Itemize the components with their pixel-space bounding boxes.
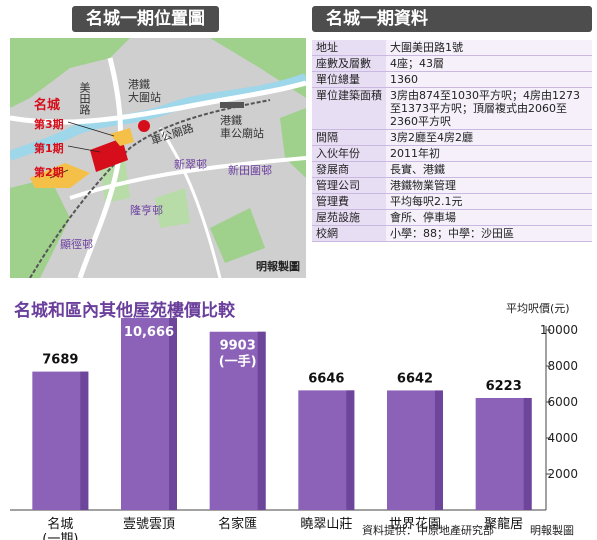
category-label: 聚龍居: [484, 516, 523, 532]
railway-line: [29, 99, 271, 278]
facts-row: 單位建築面積 3房由874至1030平方呎；4房由1273至1373平方呎；頂層複…: [312, 87, 592, 130]
chart-credit: 明報製圖: [530, 524, 574, 537]
facts-key: 發展商: [312, 161, 386, 178]
map-label-lung-hang: 隆亨邨: [130, 204, 163, 217]
bar-value-label: 7689: [42, 353, 78, 368]
bar-shade: [346, 390, 355, 510]
facts-value: 2011年初: [386, 145, 592, 162]
bar-shade: [80, 371, 89, 510]
map-label-meitian-road: 美田路: [78, 82, 91, 115]
facts-key: 入伙年份: [312, 145, 386, 162]
facts-table: 地址 大圍美田路1號 座數及層數 4座；43層 單位總量 1360 單位建築面積 3房由874…: [312, 40, 592, 242]
facts-key: 校網: [312, 225, 386, 242]
category-label: 名城: [47, 516, 73, 532]
facts-row: 間隔 3房2廳至4房2廳: [312, 129, 592, 146]
facts-row: 校網 小學：88；中學：沙田區: [312, 225, 592, 242]
facts-value: 大圍美田路1號: [386, 40, 592, 56]
facts-panel-title: 名城一期資料: [312, 6, 592, 32]
facts-row: 座數及層數 4座；43層: [312, 55, 592, 72]
source-note: 資料提供：中原地產研究部: [362, 524, 494, 537]
facts-row: 發展商 長實、港鐵: [312, 161, 592, 178]
bar-shade: [169, 318, 177, 510]
facts-value: 長實、港鐵: [386, 161, 592, 178]
bar: [475, 397, 532, 510]
y-tick-label: 4000: [547, 431, 578, 445]
map-label-sun-tin-wai: 新田圍邨: [228, 164, 272, 177]
facts-key: 座數及層數: [312, 55, 386, 72]
map-panel-title: 名城一期位置圖: [72, 6, 219, 32]
category-label: 世界花園: [389, 516, 441, 532]
facts-value: 港鐵物業管理: [386, 177, 592, 194]
map-graphic: [10, 38, 306, 278]
bar-shade: [523, 397, 532, 510]
map-label-sun-chui: 新翠邨: [174, 158, 207, 171]
bar-shade: [435, 390, 443, 510]
map-label-tai-wai-station: 港鐵 大圍站: [128, 78, 161, 104]
map-label-phase2: 第2期: [34, 166, 64, 179]
y-tick-label: 8000: [547, 359, 578, 373]
bar-value-label: (一手): [219, 354, 257, 370]
facts-key: 間隔: [312, 129, 386, 146]
y-tick-label: 6000: [547, 395, 578, 409]
facts-value: 平均每呎2.1元: [386, 193, 592, 210]
y-tick-label: 10000: [540, 323, 578, 337]
bar: [209, 331, 266, 510]
facts-row: 屋苑設施 會所、停車場: [312, 209, 592, 226]
facts-value: 4座；43層: [386, 55, 592, 72]
category-label: 曉翠山莊: [300, 517, 352, 532]
map-label-hin-keng: 顯徑邨: [60, 238, 93, 251]
facts-key: 管理費: [312, 193, 386, 210]
category-label: 壹號雲頂: [123, 517, 175, 532]
facts-key: 屋苑設施: [312, 209, 386, 226]
bar: [387, 390, 443, 510]
facts-value: 3房由874至1030平方呎；4房由1273至1373平方呎；頂層複式由2060…: [386, 87, 592, 130]
bar-value-label: 6223: [486, 379, 522, 394]
location-map: 美田路 港鐵 大圍站 車公廟路 港鐵 車公廟站 名城 第3期 第1期 第2期 新…: [10, 38, 306, 278]
bar-shade: [257, 331, 266, 510]
bar: [121, 318, 177, 510]
facts-key: 管理公司: [312, 177, 386, 194]
map-credit: 明報製圖: [256, 260, 300, 273]
facts-row: 單位總量 1360: [312, 71, 592, 88]
facts-value: 3房2廳至4房2廳: [386, 129, 592, 146]
hill-area: [10, 38, 130, 108]
phase2-site: [30, 163, 90, 188]
facts-value: 會所、停車場: [386, 209, 592, 226]
price-bar-chart: 2000 4000 6000 8000 10000 7689 名城(一期) 10,666 壹號雲…: [10, 318, 578, 540]
facts-key: 單位建築面積: [312, 87, 386, 130]
map-label-mingcheng: 名城: [34, 98, 61, 113]
bar-value-label: 6642: [397, 371, 433, 386]
bar-value-label: 9903: [220, 339, 256, 354]
bar: [298, 390, 355, 510]
bar-value-label: 6646: [308, 371, 344, 386]
phase3-site: [110, 128, 134, 146]
facts-key: 地址: [312, 40, 386, 56]
bar: [32, 371, 89, 510]
category-label: 名家匯: [218, 516, 257, 532]
map-label-che-kung-station: 港鐵 車公廟站: [220, 114, 264, 140]
phase1-site: [90, 138, 128, 172]
facts-row: 地址 大圍美田路1號: [312, 40, 592, 56]
facts-value: 1360: [386, 71, 592, 88]
facts-key: 單位總量: [312, 71, 386, 88]
facts-row: 入伙年份 2011年初: [312, 145, 592, 162]
facts-row: 管理公司 港鐵物業管理: [312, 177, 592, 194]
category-label: (一期): [42, 532, 78, 540]
facts-value: 小學：88；中學：沙田區: [386, 225, 592, 242]
y-tick-label: 2000: [547, 467, 578, 481]
station-marker-che-kung-temple: [220, 102, 244, 108]
bar-value-label: 10,666: [124, 325, 174, 340]
map-label-phase3: 第3期: [34, 118, 64, 131]
map-label-phase1: 第1期: [34, 142, 64, 155]
y-axis-label: 平均呎價(元): [506, 302, 570, 315]
chart-title: 名城和區內其他屋苑樓價比較: [14, 301, 235, 321]
station-marker-tai-wai: [138, 120, 150, 132]
facts-row: 管理費 平均每呎2.1元: [312, 193, 592, 210]
